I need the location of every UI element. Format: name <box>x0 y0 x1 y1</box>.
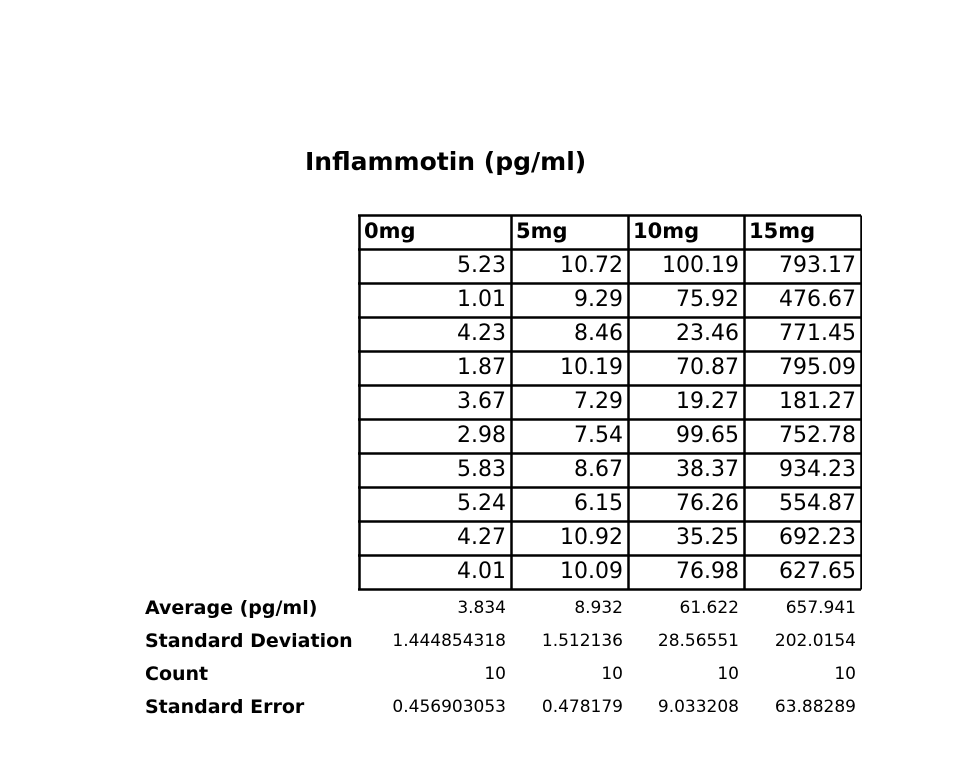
table-cell: 76.98 <box>676 559 739 584</box>
summary-label: Standard Error <box>145 696 305 718</box>
table-cell: 4.27 <box>457 525 506 550</box>
table-cell: 1.01 <box>457 287 506 312</box>
table-cell: 10.19 <box>560 355 623 380</box>
column-header: 5mg <box>516 219 568 243</box>
summary-value: 61.622 <box>679 598 739 618</box>
table-cell: 8.46 <box>574 321 623 346</box>
table-cell: 10.09 <box>560 559 623 584</box>
table-cell: 4.23 <box>457 321 506 346</box>
summary-value: 202.0154 <box>774 631 856 651</box>
table-cell: 9.29 <box>574 287 623 312</box>
summary-value: 0.478179 <box>541 697 623 717</box>
table-cell: 70.87 <box>676 355 739 380</box>
table-cell: 5.83 <box>457 457 506 482</box>
table-cell: 10.72 <box>560 253 623 278</box>
table-cell: 793.17 <box>779 253 856 278</box>
table-cell: 99.65 <box>676 423 739 448</box>
column-header: 0mg <box>364 219 416 243</box>
table-cell: 76.26 <box>676 491 739 516</box>
table-grid <box>358 214 862 591</box>
summary-value: 3.834 <box>457 598 506 618</box>
table-cell: 554.87 <box>779 491 856 516</box>
table-cell: 10.92 <box>560 525 623 550</box>
table-cell: 38.37 <box>676 457 739 482</box>
summary-value: 10 <box>601 664 623 684</box>
table-cell: 2.98 <box>457 423 506 448</box>
summary-label: Standard Deviation <box>145 630 353 652</box>
table-cell: 8.67 <box>574 457 623 482</box>
column-header: 15mg <box>749 219 816 243</box>
summary-value: 657.941 <box>785 598 856 618</box>
table-cell: 181.27 <box>779 389 856 414</box>
table-cell: 5.23 <box>457 253 506 278</box>
table-cell: 476.67 <box>779 287 856 312</box>
table-cell: 35.25 <box>676 525 739 550</box>
table-cell: 771.45 <box>779 321 856 346</box>
summary-value: 10 <box>484 664 506 684</box>
table-cell: 934.23 <box>779 457 856 482</box>
title: Inflammotin (pg/ml) <box>305 147 587 176</box>
summary-value: 1.512136 <box>541 631 623 651</box>
summary-value: 63.88289 <box>774 697 856 717</box>
table-cell: 627.65 <box>779 559 856 584</box>
table-cell: 7.54 <box>574 423 623 448</box>
table-cell: 7.29 <box>574 389 623 414</box>
table-cell: 4.01 <box>457 559 506 584</box>
table-cell: 1.87 <box>457 355 506 380</box>
table-cell: 692.23 <box>779 525 856 550</box>
summary-label: Count <box>145 663 209 685</box>
table-cell: 100.19 <box>662 253 739 278</box>
summary-value: 8.932 <box>574 598 623 618</box>
table-cell: 6.15 <box>574 491 623 516</box>
table-cell: 23.46 <box>676 321 739 346</box>
summary-value: 10 <box>717 664 739 684</box>
table-cell: 5.24 <box>457 491 506 516</box>
summary-value: 28.56551 <box>657 631 739 651</box>
table-cell: 3.67 <box>457 389 506 414</box>
summary-value: 1.444854318 <box>392 631 506 651</box>
summary-value: 10 <box>834 664 856 684</box>
summary-value: 0.456903053 <box>392 697 506 717</box>
summary-label: Average (pg/ml) <box>145 597 318 619</box>
table-cell: 752.78 <box>779 423 856 448</box>
table-cell: 75.92 <box>676 287 739 312</box>
table-cell: 795.09 <box>779 355 856 380</box>
table-cell: 19.27 <box>676 389 739 414</box>
column-header: 10mg <box>633 219 700 243</box>
summary-value: 9.033208 <box>657 697 739 717</box>
